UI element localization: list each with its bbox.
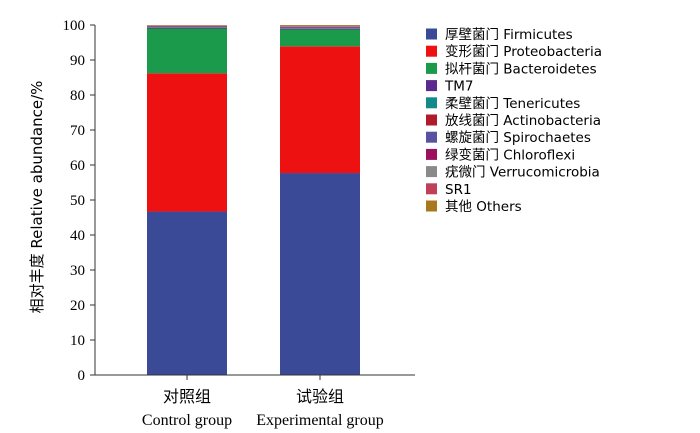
- category-label-zh: 对照组: [163, 387, 211, 406]
- bar-segment: [147, 211, 227, 375]
- y-tick-label: 0: [78, 368, 86, 384]
- legend-label: 变形菌门 Proteobacteria: [445, 44, 602, 60]
- legend-swatch: [426, 45, 437, 57]
- y-tick-label: 60: [70, 158, 85, 174]
- legend-label: 其他 Others: [445, 199, 522, 215]
- bar-segment: [280, 173, 360, 375]
- y-axis: 0 10 20 30 40 50 60 70 80 90 100: [63, 18, 96, 384]
- y-tick-label: 80: [70, 88, 85, 104]
- y-tick-label: 30: [70, 263, 85, 279]
- plot-area: [147, 25, 360, 375]
- legend-swatch: [426, 166, 437, 178]
- y-tick-label: 70: [70, 123, 85, 139]
- legend-label: 柔壁菌门 Tenericutes: [445, 96, 580, 112]
- x-axis: 对照组 Control group 试验组 Experimental group: [95, 374, 415, 429]
- legend-swatch: [426, 148, 437, 160]
- legend-swatch: [426, 131, 437, 143]
- legend-label: 放线菌门 Actinobacteria: [445, 113, 601, 129]
- legend-swatch: [426, 200, 437, 212]
- bar-segment: [280, 25, 360, 27]
- legend-swatch: [426, 183, 437, 195]
- bar-segment: [280, 25, 360, 26]
- legend-swatch: [426, 97, 437, 109]
- legend-label: SR1: [445, 182, 472, 198]
- y-axis-label: 相对丰度 Relative abundance/%: [28, 81, 46, 314]
- legend-swatch: [426, 28, 437, 40]
- y-tick-label: 100: [63, 18, 86, 34]
- bar-segment: [147, 27, 227, 29]
- legend-label: TM7: [444, 79, 473, 95]
- y-tick-label: 50: [70, 193, 85, 209]
- legend-swatch: [426, 62, 437, 74]
- bar-segment: [280, 46, 360, 174]
- y-tick-label: 40: [70, 228, 85, 244]
- legend-label: 拟杆菌门 Bacteroidetes: [445, 61, 597, 77]
- bar-segment: [280, 28, 360, 30]
- legend-swatch: [426, 114, 437, 126]
- legend-label: 绿变菌门 Chloroflexi: [445, 147, 575, 163]
- category-label-zh: 试验组: [296, 387, 344, 406]
- legend-label: 螺旋菌门 Spirochaetes: [445, 130, 591, 146]
- y-tick-label: 90: [70, 53, 85, 69]
- bar-segment: [147, 26, 227, 28]
- category-label-en: Experimental group: [256, 412, 384, 429]
- legend-swatch: [426, 80, 437, 92]
- legend-label: 疣微门 Verrucomicrobia: [445, 165, 600, 181]
- y-tick-label: 20: [70, 298, 85, 314]
- legend-label: 厚壁菌门 Firmicutes: [445, 27, 573, 43]
- category-label-en: Control group: [142, 412, 232, 429]
- bar-segment: [147, 73, 227, 212]
- bar-segment: [147, 28, 227, 74]
- y-tick-label: 10: [70, 333, 85, 349]
- bar-segment: [280, 29, 360, 47]
- bar-segment: [280, 27, 360, 29]
